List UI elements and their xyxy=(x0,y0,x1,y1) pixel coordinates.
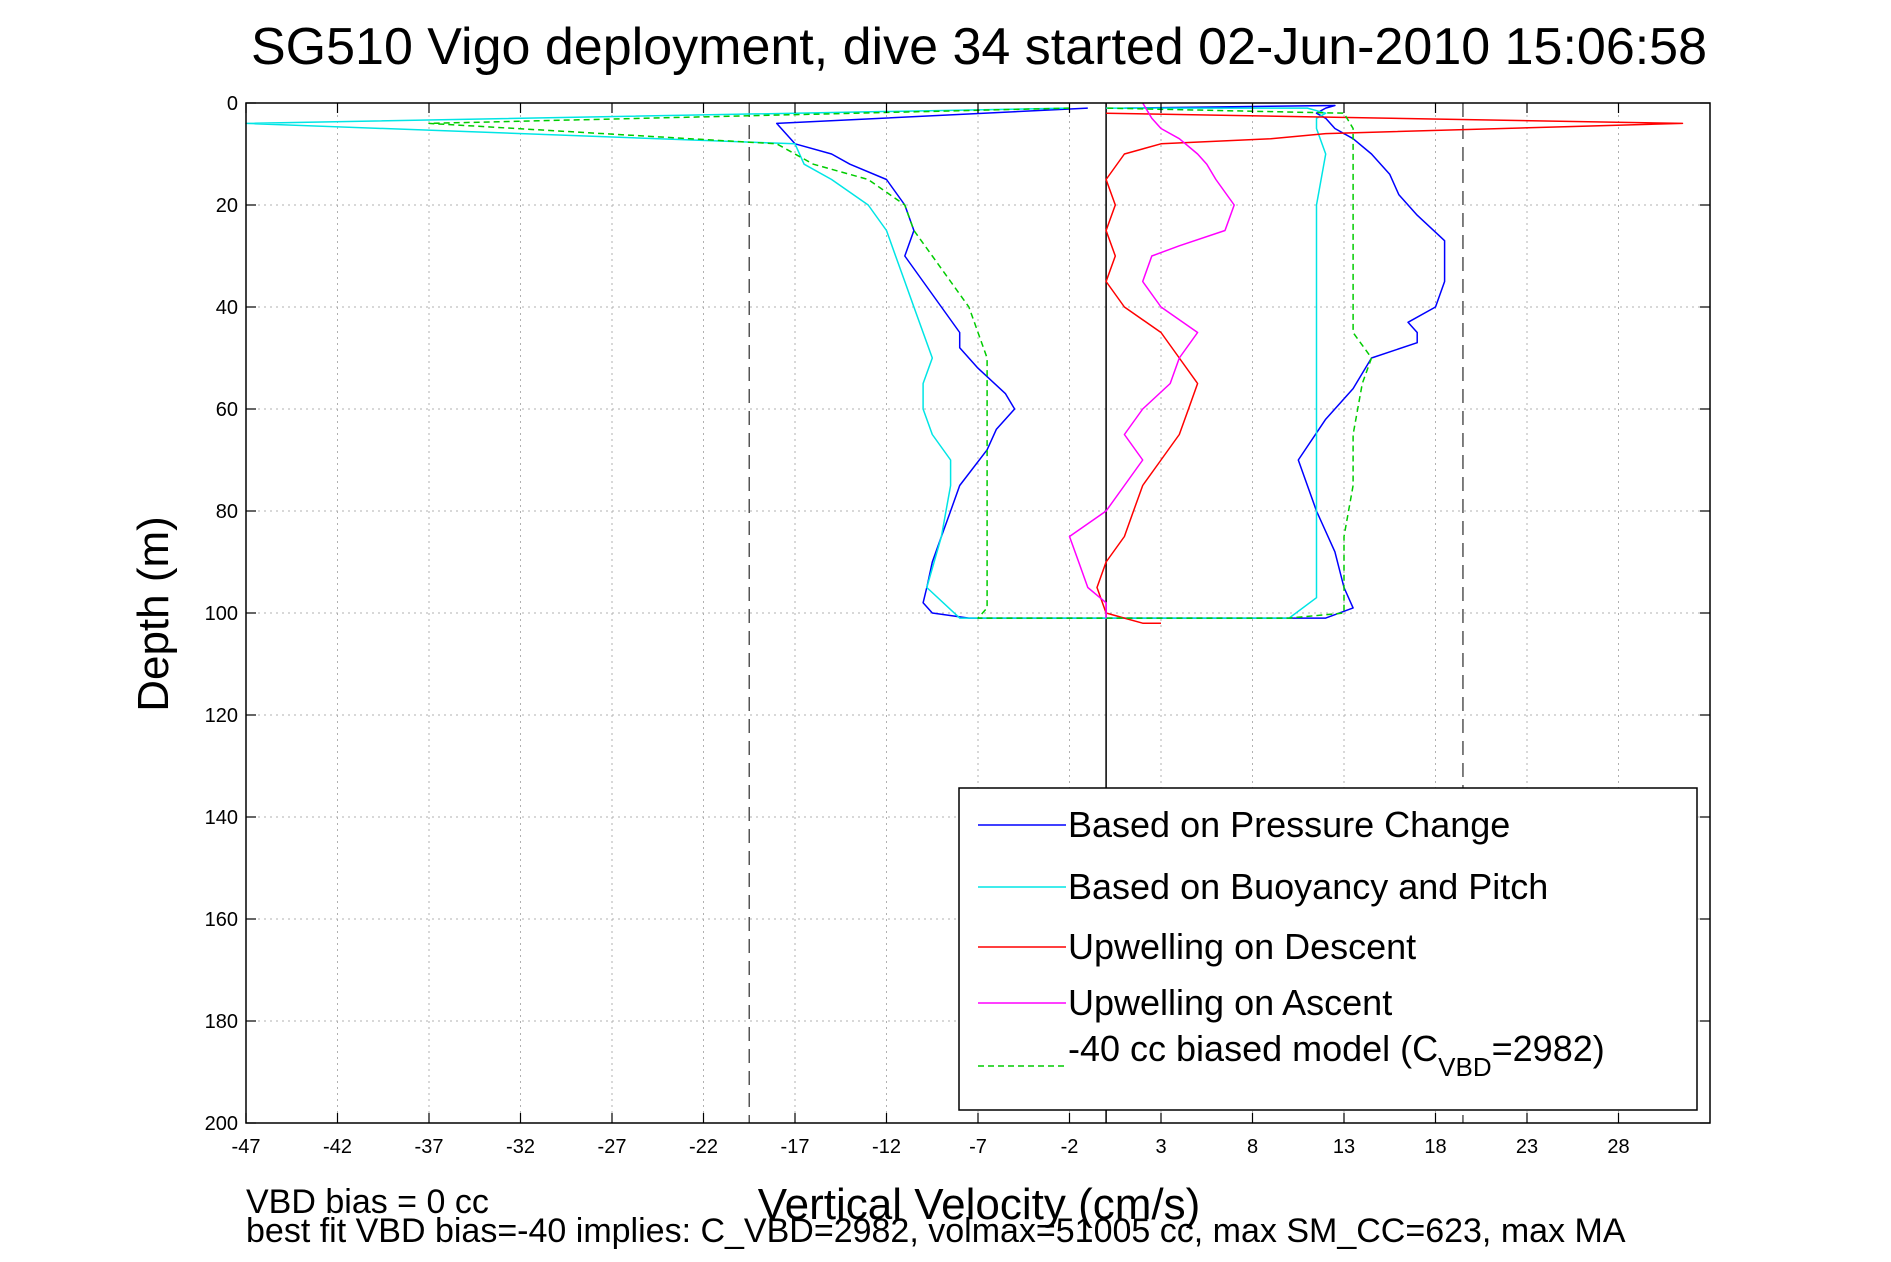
series-group xyxy=(245,102,1684,624)
x-tick-label: -37 xyxy=(415,1136,444,1158)
x-tick-label: -27 xyxy=(598,1136,627,1158)
x-tick-label: 8 xyxy=(1247,1136,1258,1158)
y-tick-label: 60 xyxy=(216,399,238,421)
footer-vbd-bias: VBD bias = 0 cc xyxy=(246,1183,489,1221)
x-tick-label: -42 xyxy=(323,1136,352,1158)
x-axis-ticks: -47 -42 -37 -32 -27 -22 -17 -12 -7 -2 3 8 13 18 23 28 xyxy=(232,103,1630,1158)
chart-title: SG510 Vigo deployment, dive 34 started 0… xyxy=(251,18,1707,76)
x-tick-label: -17 xyxy=(781,1136,810,1158)
legend-label-descent: Upwelling on Descent xyxy=(1068,926,1416,967)
x-axis-label: Vertical Velocity (cm/s) xyxy=(758,1180,1201,1229)
y-tick-label: 160 xyxy=(205,909,238,931)
series-line-4 xyxy=(428,107,1373,619)
legend-label-buoyancy: Based on Buoyancy and Pitch xyxy=(1068,866,1548,907)
legend-box xyxy=(958,787,1698,1111)
y-tick-label: 80 xyxy=(216,501,238,523)
x-tick-label: -32 xyxy=(506,1136,535,1158)
x-tick-label: -7 xyxy=(969,1136,987,1158)
x-tick-label: 18 xyxy=(1424,1136,1446,1158)
grid xyxy=(246,103,1710,1123)
y-tick-label: 200 xyxy=(205,1113,238,1135)
series-line-3 xyxy=(1068,102,1235,619)
y-tick-label: 180 xyxy=(205,1011,238,1033)
x-tick-label: -47 xyxy=(232,1136,261,1158)
y-tick-label: 20 xyxy=(216,195,238,217)
footer-best-fit: best fit VBD bias=-40 implies: C_VBD=298… xyxy=(246,1212,1626,1250)
legend-model-suffix: =2982) xyxy=(1492,1028,1605,1069)
series-line-1 xyxy=(245,107,1327,619)
y-axis-label: Depth (m) xyxy=(129,516,178,712)
x-tick-label: -2 xyxy=(1061,1136,1079,1158)
x-tick-label: -12 xyxy=(872,1136,901,1158)
y-tick-label: 0 xyxy=(227,93,238,115)
y-tick-label: 120 xyxy=(205,705,238,727)
series-line-2 xyxy=(1096,112,1684,624)
y-tick-label: 140 xyxy=(205,807,238,829)
y-tick-label: 40 xyxy=(216,297,238,319)
legend-label-model: -40 cc biased model (CVBD=2982) xyxy=(1068,1028,1605,1082)
x-tick-label: 13 xyxy=(1333,1136,1355,1158)
x-tick-label: 3 xyxy=(1155,1136,1166,1158)
legend-model-subscript: VBD xyxy=(1438,1052,1491,1082)
y-tick-label: 100 xyxy=(205,603,238,625)
y-axis-ticks: 0 20 40 60 80 100 120 140 160 180 200 xyxy=(205,93,1710,1135)
x-tick-label: 23 xyxy=(1516,1136,1538,1158)
legend-label-pressure: Based on Pressure Change xyxy=(1068,804,1510,845)
legend-label-ascent: Upwelling on Ascent xyxy=(1068,982,1392,1023)
x-tick-label: 28 xyxy=(1607,1136,1629,1158)
legend-model-prefix: -40 cc biased model (C xyxy=(1068,1028,1438,1069)
x-tick-label: -22 xyxy=(689,1136,718,1158)
legend: Based on Pressure Change Based on Buoyan… xyxy=(958,787,1698,1111)
